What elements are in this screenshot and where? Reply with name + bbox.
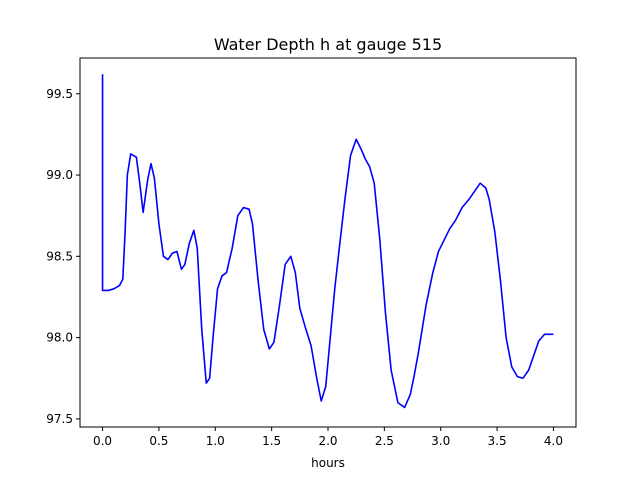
x-tick-label: 0.0 (93, 434, 112, 448)
chart-title: Water Depth h at gauge 515 (214, 35, 442, 54)
x-tick-label: 2.0 (318, 434, 337, 448)
x-tick-label: 4.0 (544, 434, 563, 448)
x-tick-label: 2.5 (375, 434, 394, 448)
x-tick-label: 3.0 (431, 434, 450, 448)
y-tick-label: 99.0 (46, 168, 73, 182)
y-axis: 97.5 98.0 98.5 99.0 99.5 (46, 87, 80, 426)
x-tick-label: 1.5 (262, 434, 281, 448)
x-axis: 0.0 0.5 1.0 1.5 2.0 2.5 3.0 3.5 4.0 (93, 427, 563, 448)
x-tick-label: 3.5 (488, 434, 507, 448)
x-tick-label: 1.0 (206, 434, 225, 448)
series-layer (101, 74, 554, 409)
x-tick-label: 0.5 (149, 434, 168, 448)
y-tick-label: 98.5 (46, 249, 73, 263)
y-tick-label: 99.5 (46, 87, 73, 101)
y-tick-label: 98.0 (46, 331, 73, 345)
y-tick-label: 97.5 (46, 412, 73, 426)
water-depth-series-line (101, 74, 554, 409)
x-axis-label: hours (311, 456, 345, 470)
